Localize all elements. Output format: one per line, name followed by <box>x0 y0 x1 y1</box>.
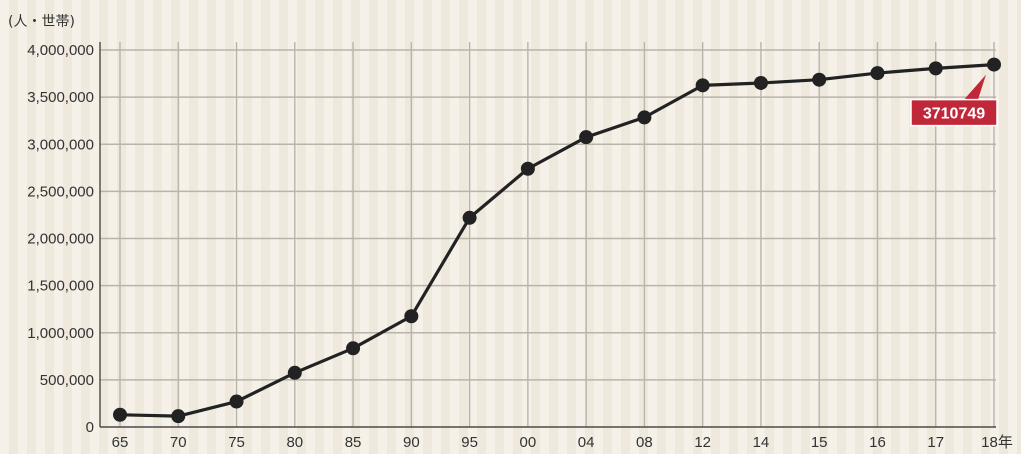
y-tick-label: 1,000,000 <box>27 325 94 342</box>
callout-box <box>910 98 998 127</box>
x-tick-labels: 65 70 75 80 85 90 95 00 04 08 12 14 15 16 17 18年 <box>112 434 1013 451</box>
series-line <box>119 63 995 418</box>
x-tick-label: 90 <box>403 434 420 451</box>
y-tick-label: 3,500,000 <box>27 89 94 106</box>
y-gridlines <box>100 49 996 381</box>
data-point <box>987 57 1001 72</box>
data-point <box>229 394 244 409</box>
data-point <box>113 407 127 422</box>
x-tick-label: 65 <box>112 434 129 451</box>
x-tick-label: 12 <box>694 434 711 451</box>
y-tick-labels: 0 500,000 1,000,000 1,500,000 2,000,000 2,500… <box>27 42 94 436</box>
data-point <box>579 130 594 145</box>
y-tick-label: 500,000 <box>40 372 94 389</box>
y-tick-label: 3,000,000 <box>27 136 94 153</box>
data-point <box>520 161 535 176</box>
x-tick-label: 15 <box>811 434 828 451</box>
data-point <box>404 309 419 324</box>
data-point <box>171 409 186 424</box>
value-callout: 3710749 <box>910 74 998 127</box>
x-gridlines <box>119 42 995 427</box>
x-tick-label: 14 <box>753 434 770 451</box>
y-unit-label: (人・世帯) <box>8 14 75 30</box>
x-tick-label: 08 <box>636 434 653 451</box>
x-tick-label: 75 <box>228 434 245 451</box>
y-tick-label: 0 <box>86 419 94 436</box>
callout-value: 3710749 <box>923 106 985 123</box>
data-point <box>287 365 302 380</box>
data-point <box>695 78 710 93</box>
x-tick-label: 18年 <box>981 434 1013 451</box>
data-point <box>753 75 768 90</box>
x-tick-label: 85 <box>345 434 362 451</box>
data-point <box>637 110 652 125</box>
axes <box>99 42 996 428</box>
callout-pointer <box>964 74 986 100</box>
data-point <box>812 72 827 87</box>
x-tick-label: 70 <box>170 434 187 451</box>
x-tick-label: 17 <box>927 434 944 451</box>
data-point <box>346 341 361 356</box>
y-tick-label: 4,000,000 <box>27 42 94 59</box>
x-tick-label: 95 <box>461 434 478 451</box>
y-tick-label: 1,500,000 <box>27 278 94 295</box>
data-point <box>462 210 477 225</box>
x-tick-label: 16 <box>869 434 886 451</box>
x-tick-label: 04 <box>578 434 595 451</box>
series-revenue <box>113 57 1001 424</box>
data-point <box>870 66 885 81</box>
x-tick-label: 80 <box>286 434 303 451</box>
y-tick-label: 2,500,000 <box>27 183 94 200</box>
data-point <box>928 61 943 76</box>
x-tick-label: 00 <box>520 434 537 451</box>
y-tick-label: 2,000,000 <box>27 231 94 248</box>
